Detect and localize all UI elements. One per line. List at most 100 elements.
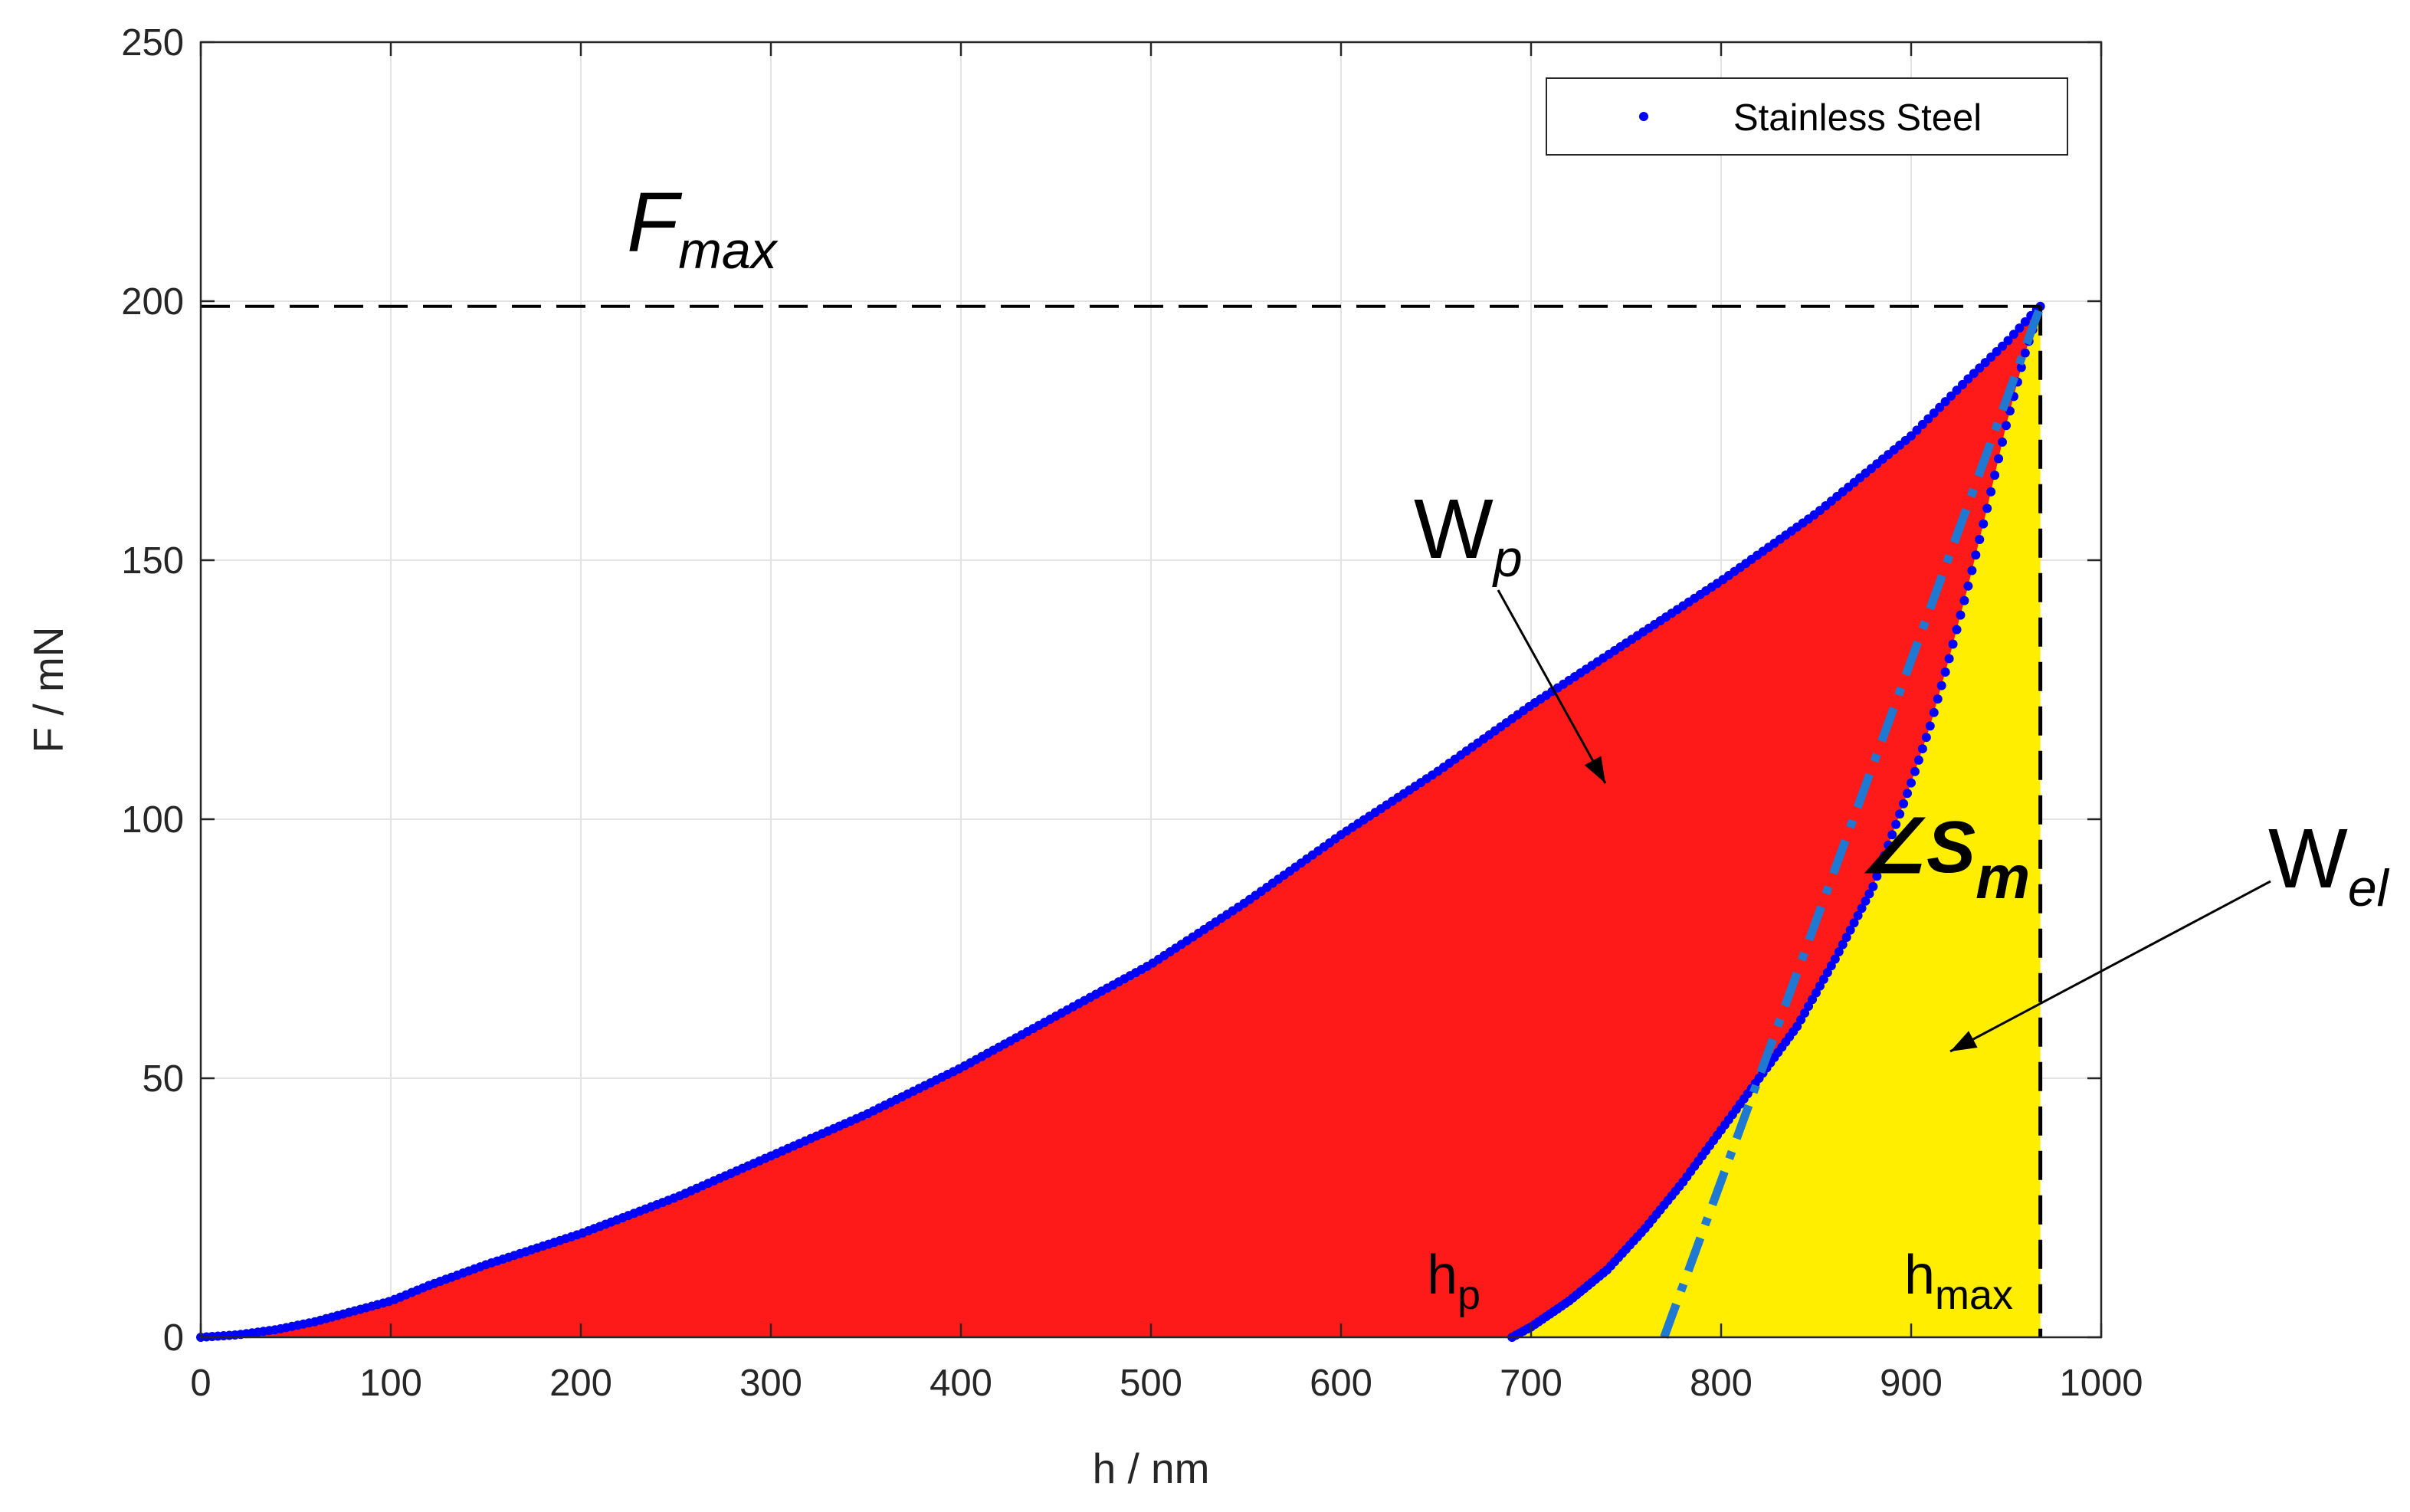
data-point [1792, 1022, 1802, 1032]
x-tick-label: 600 [1310, 1363, 1372, 1404]
work-regions [201, 306, 2041, 1337]
data-point [1849, 918, 1859, 928]
legend-label: Stainless Steel [1733, 97, 1982, 139]
data-point [1980, 358, 1990, 368]
data-point [1959, 595, 1969, 605]
data-point [1841, 933, 1851, 943]
arrow-shaft [1497, 589, 1607, 784]
data-point [1845, 925, 1855, 935]
data-point [1917, 744, 1927, 754]
x-tick-label: 800 [1690, 1363, 1753, 1404]
data-point [1913, 755, 1923, 765]
data-point [1884, 840, 1894, 850]
y-tick-label: 150 [121, 540, 184, 582]
x-tick-label: 900 [1880, 1363, 1943, 1404]
data-point [1946, 391, 1956, 401]
wp-label: Wp [1414, 482, 1523, 588]
data-point [1952, 385, 1962, 395]
data-point [1818, 974, 1828, 984]
y-tick-label: 50 [142, 1058, 184, 1100]
y-tick-label: 200 [121, 281, 184, 323]
y-tick-label: 0 [163, 1317, 184, 1359]
data-point [2005, 406, 2015, 416]
x-tick-label: 400 [930, 1363, 992, 1404]
elastic-work-region [1512, 306, 2041, 1337]
stiffness-line [1660, 304, 2044, 1339]
legend-marker [1639, 112, 1648, 121]
arrow-head [1950, 1031, 1978, 1051]
data-point [1936, 681, 1946, 690]
x-tick-label: 500 [1120, 1363, 1182, 1404]
data-point [1796, 1015, 1806, 1025]
fmax-label: Fmax [627, 175, 779, 280]
legend-box [1546, 77, 2068, 156]
y-tick-label: 250 [121, 22, 184, 64]
data-point [2003, 336, 2013, 346]
data-point [1933, 694, 1943, 704]
x-tick-label: 1000 [2059, 1363, 2143, 1404]
data-point [1986, 353, 1996, 362]
data-point [1925, 721, 1935, 731]
data-point [1808, 995, 1818, 1005]
x-tick-label: 100 [359, 1363, 422, 1404]
data-point [1963, 374, 1973, 384]
data-point [1812, 988, 1821, 998]
y-axis-label: F / mN [25, 627, 72, 753]
data-point [1948, 639, 1958, 649]
data-point [2020, 348, 2030, 358]
data-point [1956, 610, 1966, 620]
data-point [1952, 625, 1962, 635]
data-point [1923, 414, 1933, 424]
data-point [1872, 871, 1882, 881]
data-point [1838, 940, 1848, 950]
data-point [1907, 778, 1916, 788]
data-point [2015, 323, 2025, 333]
data-point [2016, 362, 2026, 372]
wel-label: Wel [2268, 812, 2390, 917]
data-point [2008, 330, 2018, 339]
data-point [1903, 789, 1913, 799]
annotations: Fmax Wp Wel ∠Sm hp hmax [627, 175, 2390, 1318]
data-point [1940, 667, 1950, 677]
data-point [1857, 904, 1867, 913]
data-point [1992, 346, 2002, 356]
data-point [1975, 534, 1985, 544]
axis-ticks: 0 100 200 300 400 500 600 700 800 900 1000 0 50 100 15… [121, 22, 2143, 1404]
data-point [1971, 550, 1981, 560]
data-point [1864, 889, 1874, 899]
data-point [2020, 317, 2030, 327]
data-point [1967, 566, 1977, 576]
data-point [1935, 402, 1945, 412]
data-point [1982, 503, 1992, 513]
data-point [1929, 408, 1939, 418]
data-point [1830, 954, 1840, 964]
data-point [1876, 861, 1886, 871]
data-point [1834, 947, 1844, 957]
y-tick-label: 100 [121, 799, 184, 841]
data-point [1895, 809, 1905, 819]
legend: Stainless Steel [1546, 77, 2068, 156]
data-point [1969, 369, 1979, 379]
data-point [1912, 425, 1922, 435]
hmax-label: hmax [1904, 1245, 2013, 1318]
arrow-shaft [1949, 880, 2271, 1053]
data-point [1929, 707, 1939, 717]
data-point [1917, 419, 1927, 429]
data-point [1804, 1002, 1814, 1012]
x-tick-label: 200 [549, 1363, 612, 1404]
x-tick-label: 700 [1500, 1363, 1562, 1404]
data-point [1815, 981, 1825, 991]
data-point [1957, 379, 1967, 389]
data-point [1887, 830, 1897, 840]
reference-lines [201, 304, 2044, 1339]
data-series [196, 301, 2045, 1342]
data-point [1979, 519, 1989, 529]
arrow-head [1584, 756, 1605, 783]
data-point [1822, 968, 1832, 978]
data-point [1975, 363, 1985, 373]
x-axis-label: h / nm [1093, 1445, 1210, 1492]
data-point [1880, 851, 1890, 861]
data-point [1986, 487, 1996, 497]
data-point [1891, 819, 1901, 829]
data-point [1861, 896, 1871, 906]
